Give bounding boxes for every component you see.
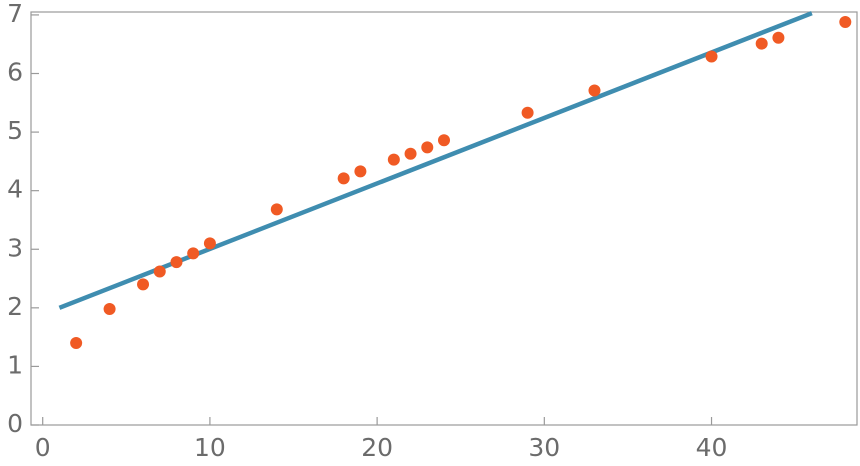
data-point (421, 141, 434, 154)
data-point (404, 147, 417, 160)
x-tick-label: 20 (361, 433, 393, 462)
data-point (203, 237, 216, 250)
data-point (170, 256, 183, 269)
x-tick-label: 10 (194, 433, 226, 462)
data-point (772, 31, 785, 44)
x-tick-label: 30 (528, 433, 560, 462)
x-tick-label: 0 (35, 433, 51, 462)
data-point (153, 265, 166, 278)
data-point (270, 203, 283, 216)
y-tick-label: 5 (7, 116, 23, 145)
data-point (137, 278, 150, 291)
y-tick-label: 6 (7, 58, 23, 87)
y-tick-label: 4 (7, 175, 23, 204)
x-tick-label: 40 (696, 433, 728, 462)
data-point (521, 106, 534, 119)
data-point (755, 37, 768, 50)
y-tick-label: 7 (7, 0, 23, 28)
fit-line (58, 11, 813, 310)
plot-frame (30, 11, 858, 426)
y-tick-label: 1 (7, 350, 23, 379)
data-point (588, 84, 601, 97)
y-tick-label: 3 (7, 233, 23, 262)
data-point (354, 165, 367, 178)
data-point (70, 336, 83, 349)
data-point (337, 172, 350, 185)
data-point (387, 153, 400, 166)
data-point (187, 247, 200, 260)
y-tick-label: 2 (7, 292, 23, 321)
data-point (839, 15, 852, 28)
data-point (103, 303, 116, 316)
data-point (705, 50, 718, 63)
data-point (438, 134, 450, 147)
y-tick-label: 0 (7, 409, 23, 438)
